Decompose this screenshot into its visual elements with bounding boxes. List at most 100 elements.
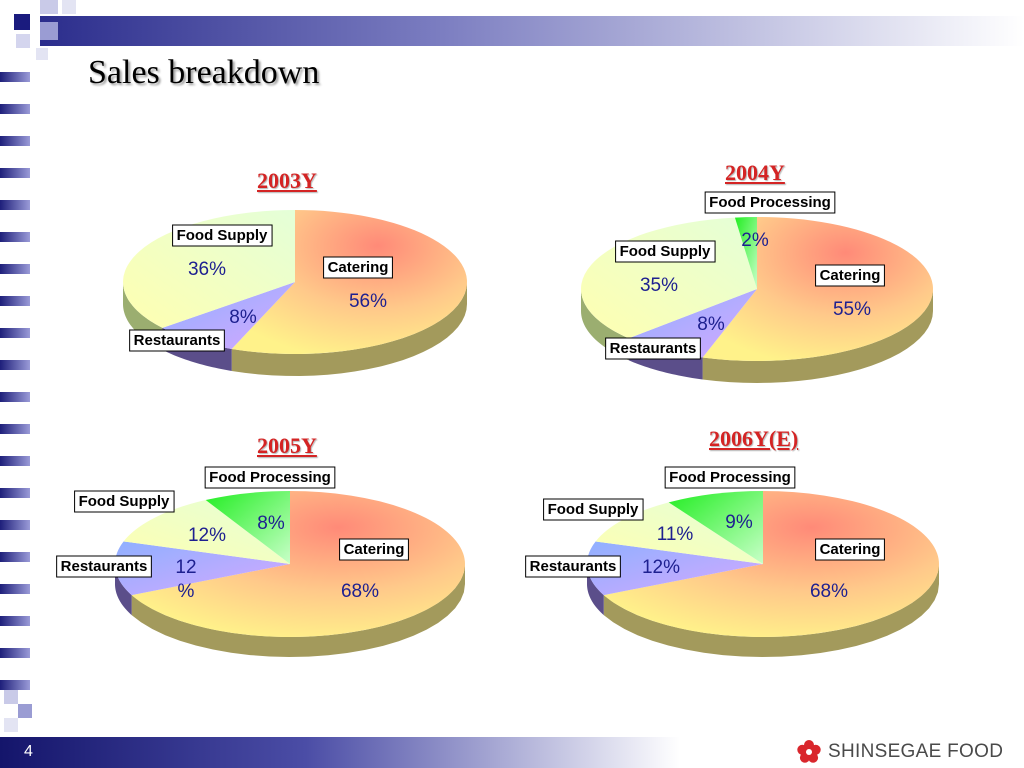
slice-label-box [525,555,621,578]
slice-percent-line: 8% [229,307,257,328]
slice-percent-line: 56% [349,291,387,312]
slice-percent-line: 12 [175,557,196,578]
slice-percent-line: 9% [725,512,753,533]
pie-side-catering [131,564,465,657]
slice-label-box [815,538,885,561]
slice-percent-line: 55% [833,299,871,320]
slice-label-box [74,490,175,513]
slice-label: Food Processing [709,194,831,211]
pie-side-catering [231,282,467,376]
pie-side-catering [603,564,939,657]
corner-square [62,0,76,14]
slice-label-box [543,498,644,521]
pie-slice-food-supply [123,500,290,564]
flower-logo-icon [797,740,821,763]
slice-label: Food Processing [209,469,331,486]
top-gradient-bar [40,16,1024,46]
slice-label: Catering [820,541,881,558]
slice-label: Restaurants [530,558,617,575]
slice-percent-line: 35% [640,275,678,296]
pie-slice-food-processing [205,491,290,564]
slice-label-box [815,264,885,287]
slide-title: Sales breakdown [88,54,320,91]
stripe-bar [0,392,30,402]
slice-percent: 8% [229,307,257,328]
stripe-bar [0,360,30,370]
slice-label-box [56,555,152,578]
slice-percent-line: 8% [697,314,725,335]
corner-square [4,690,18,704]
slice-percent: 11% [657,524,694,545]
stripe-bar [0,584,30,594]
slice-percent: 68% [810,581,848,602]
pie-slice-restaurants [114,541,290,596]
slice-label: Restaurants [610,340,697,357]
slice-label: Catering [820,267,881,284]
slice-label-box [615,240,716,263]
slice-label-box [204,466,336,489]
slice-percent: 12% [175,557,196,602]
pie-slice-catering [231,210,468,354]
pie-side-restaurants [587,564,604,616]
slice-label: Food Supply [548,501,639,518]
stripe-bar [0,168,30,178]
slice-percent: 8% [257,513,285,534]
slice-label: Restaurants [61,558,148,575]
pie-slice-catering [603,491,939,637]
stripe-bar [0,680,30,690]
pie-slice-restaurants [587,541,763,596]
slice-percent-line: 68% [341,581,379,602]
stripe-bar [0,648,30,658]
slice-label-box [664,466,796,489]
slice-label: Catering [328,259,389,276]
slice-percent: 55% [833,299,871,320]
slice-label: Restaurants [134,332,221,349]
chart-title-2006: 2006Y(E) [709,426,799,451]
corner-square [36,48,48,60]
slice-percent-line: 12% [188,525,226,546]
slice-percent: 36% [188,259,226,280]
slice-label-box [704,191,836,214]
slice-percent-line: 12% [642,557,680,578]
company-logo: SHINSEGAE FOOD [796,739,1003,765]
slice-percent-line: 11% [657,524,694,545]
corner-square [40,0,58,14]
slice-percent: 68% [341,581,379,602]
bottom-gradient-bar [0,737,680,768]
stripe-bar [0,456,30,466]
stripe-bar [0,200,30,210]
pie-slice-food-processing [734,217,757,289]
slice-percent-line: 36% [188,259,226,280]
slice-percent-line: 68% [810,581,848,602]
slice-label: Food Processing [669,469,791,486]
slice-percent-line: % [178,581,195,602]
stripe-bar [0,616,30,626]
slice-label: Food Supply [79,493,170,510]
slice-label-box [605,337,701,360]
page-number: 4 [24,743,33,760]
stripe-bar [0,520,30,530]
slice-percent: 35% [640,275,678,296]
corner-square [4,718,18,732]
chart-title-2004: 2004Y [725,160,785,185]
corner-square [14,14,30,30]
stripe-bar [0,296,30,306]
chart-title-2003: 2003Y [257,168,317,193]
slice-label: Catering [344,541,405,558]
stripe-bar [0,136,30,146]
slice-percent: 2% [741,230,769,251]
stripe-bar [0,328,30,338]
pie-side-restaurants [115,564,132,616]
slice-label: Food Supply [620,243,711,260]
slice-label: Food Supply [177,227,268,244]
slice-label-box [172,224,273,247]
slice-label-box [323,256,393,279]
pie-side-catering [702,289,933,383]
stripe-bar [0,424,30,434]
stripe-bar [0,104,30,114]
slice-percent: 8% [697,314,725,335]
stripe-bar [0,72,30,82]
chart-title-2005: 2005Y [257,433,317,458]
corner-square [16,34,30,48]
pie-slice-catering [702,217,934,361]
